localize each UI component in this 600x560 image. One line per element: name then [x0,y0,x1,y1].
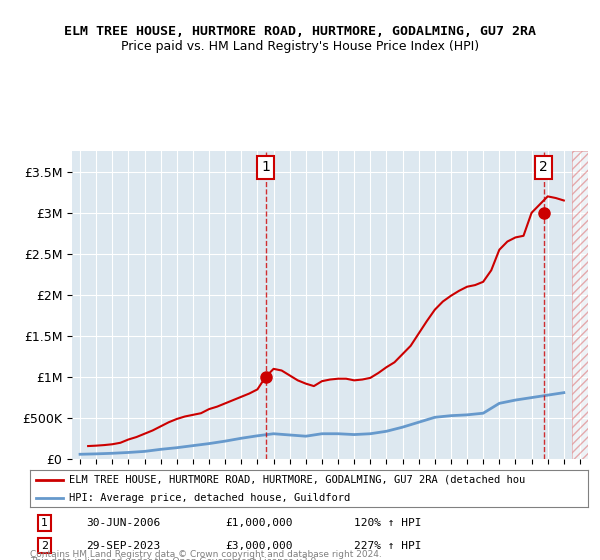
Text: 1: 1 [261,160,270,175]
Text: 2: 2 [539,160,548,175]
Text: This data is licensed under the Open Government Licence v3.0.: This data is licensed under the Open Gov… [30,557,319,560]
Text: 227% ↑ HPI: 227% ↑ HPI [353,540,421,550]
Text: 120% ↑ HPI: 120% ↑ HPI [353,518,421,528]
Text: ELM TREE HOUSE, HURTMORE ROAD, HURTMORE, GODALMING, GU7 2RA: ELM TREE HOUSE, HURTMORE ROAD, HURTMORE,… [64,25,536,38]
Text: Price paid vs. HM Land Registry's House Price Index (HPI): Price paid vs. HM Land Registry's House … [121,40,479,53]
Text: ELM TREE HOUSE, HURTMORE ROAD, HURTMORE, GODALMING, GU7 2RA (detached hou: ELM TREE HOUSE, HURTMORE ROAD, HURTMORE,… [69,474,526,484]
Text: Contains HM Land Registry data © Crown copyright and database right 2024.: Contains HM Land Registry data © Crown c… [30,550,382,559]
Text: HPI: Average price, detached house, Guildford: HPI: Average price, detached house, Guil… [69,493,350,503]
Text: £3,000,000: £3,000,000 [226,540,293,550]
Text: 2: 2 [41,540,48,550]
Text: 30-JUN-2006: 30-JUN-2006 [86,518,160,528]
Text: 29-SEP-2023: 29-SEP-2023 [86,540,160,550]
Text: 1: 1 [41,518,48,528]
Text: £1,000,000: £1,000,000 [226,518,293,528]
